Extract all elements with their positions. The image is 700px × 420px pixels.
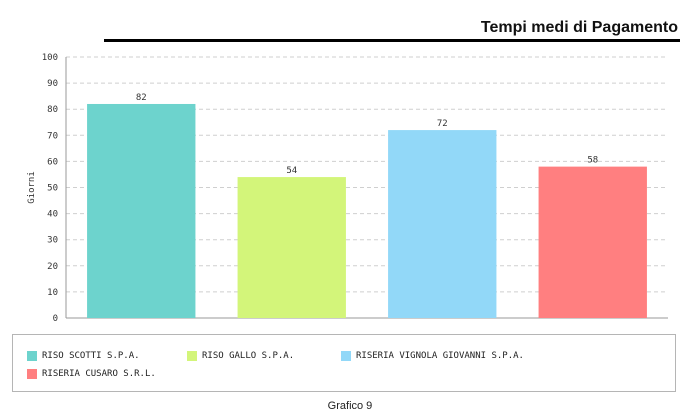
bar xyxy=(388,130,497,318)
y-tick-label: 50 xyxy=(47,184,58,194)
title-underline xyxy=(104,39,680,42)
y-tick-label: 60 xyxy=(47,157,58,167)
legend: RISO SCOTTI S.P.A. RISO GALLO S.P.A. RIS… xyxy=(12,334,676,392)
y-tick-label: 70 xyxy=(47,131,58,141)
bar xyxy=(87,103,196,318)
data-label: 72 xyxy=(437,119,448,129)
y-tick-label: 80 xyxy=(47,105,58,115)
legend-swatch xyxy=(27,369,37,379)
figure-caption: Grafico 9 xyxy=(327,400,373,412)
data-label: 58 xyxy=(587,156,598,166)
legend-swatch xyxy=(27,351,37,361)
bar xyxy=(538,166,647,318)
y-tick-label: 90 xyxy=(47,79,58,89)
y-tick-label: 0 xyxy=(53,314,58,324)
data-label: 82 xyxy=(136,93,147,103)
y-tick-label: 10 xyxy=(47,288,58,298)
legend-item: RISO SCOTTI S.P.A. xyxy=(27,351,140,361)
legend-item: RISO GALLO S.P.A. xyxy=(187,351,294,361)
legend-label: RISERIA VIGNOLA GIOVANNI S.P.A. xyxy=(356,351,524,361)
bar-chart: 0 10 20 30 40 50 60 70 80 90 100 Giorni 82 54 72 58 xyxy=(27,53,668,324)
legend-swatch xyxy=(341,351,351,361)
legend-label: RISERIA CUSARO S.R.L. xyxy=(42,369,156,379)
legend-item: RISERIA CUSARO S.R.L. xyxy=(27,369,156,379)
legend-item: RISERIA VIGNOLA GIOVANNI S.P.A. xyxy=(341,351,524,361)
data-label: 54 xyxy=(286,166,297,176)
bar xyxy=(237,177,346,318)
y-tick-label: 20 xyxy=(47,262,58,272)
y-axis-label: Giorni xyxy=(27,171,37,204)
y-tick-label: 100 xyxy=(42,53,58,63)
y-tick-label: 30 xyxy=(47,236,58,246)
legend-label: RISO GALLO S.P.A. xyxy=(202,351,295,361)
y-tick-label: 40 xyxy=(47,210,58,220)
chart-title: Tempi medi di Pagamento xyxy=(480,19,678,36)
legend-label: RISO SCOTTI S.P.A. xyxy=(42,351,140,361)
legend-swatch xyxy=(187,351,197,361)
